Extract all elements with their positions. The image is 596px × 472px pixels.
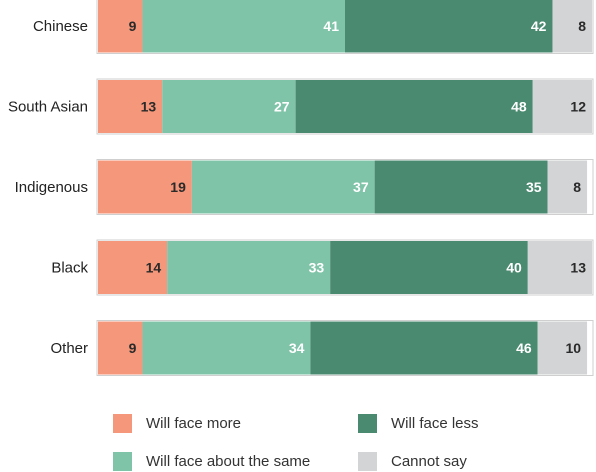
bar-frame-black [96,239,594,296]
bar-will-face-less-other [310,321,538,375]
value-label-cannot-say-black: 13 [570,260,586,276]
bar-will-face-more-black [98,241,168,294]
bar-cannot-say-black [527,241,592,294]
bar-cannot-say-south-asian [532,80,592,133]
value-label-will-face-less-indigenous: 35 [526,179,542,195]
value-label-will-face-more-chinese: 9 [129,18,137,34]
category-label-other: Other [50,340,88,357]
bar-will-face-about-the-same-other [142,321,311,375]
value-label-will-face-about-the-same-south-asian: 27 [274,99,290,115]
bar-will-face-more-other [98,321,143,375]
bar-will-face-about-the-same-indigenous [191,160,375,214]
bar-frame-other [96,320,594,376]
value-label-will-face-more-south-asian: 13 [141,99,157,115]
value-label-will-face-about-the-same-indigenous: 37 [353,179,369,195]
bar-will-face-more-chinese [98,0,143,53]
bar-will-face-about-the-same-south-asian [162,80,296,133]
bar-frame-chinese [96,0,594,54]
category-label-chinese: Chinese [33,18,88,35]
bar-will-face-about-the-same-chinese [142,0,345,53]
value-label-will-face-less-black: 40 [506,260,522,276]
value-label-will-face-less-other: 46 [516,340,532,356]
value-label-will-face-about-the-same-other: 34 [289,340,305,356]
value-label-will-face-more-other: 9 [129,340,137,356]
bar-will-face-less-indigenous [374,160,548,214]
category-label-indigenous: Indigenous [15,179,88,196]
bar-cannot-say-chinese [552,0,592,53]
value-label-cannot-say-chinese: 8 [578,18,586,34]
value-label-will-face-less-chinese: 42 [531,18,547,34]
bar-will-face-less-south-asian [295,80,533,133]
bar-cannot-say-indigenous [547,160,588,214]
value-label-will-face-more-black: 14 [146,260,162,276]
value-label-cannot-say-south-asian: 12 [570,99,586,115]
value-label-cannot-say-other: 10 [565,340,581,356]
bar-frame-south-asian [96,78,594,135]
value-label-cannot-say-indigenous: 8 [573,179,581,195]
value-label-will-face-more-indigenous: 19 [170,179,186,195]
bar-will-face-more-south-asian [98,80,163,133]
bar-will-face-more-indigenous [98,160,192,214]
value-label-will-face-about-the-same-black: 33 [309,260,325,276]
category-label-black: Black [51,260,88,277]
category-label-south-asian: South Asian [8,99,88,116]
bar-frame-indigenous [96,159,594,215]
bar-cannot-say-other [537,321,588,375]
bar-will-face-less-chinese [345,0,553,53]
bar-will-face-less-black [330,241,528,294]
bar-will-face-about-the-same-black [167,241,331,294]
value-label-will-face-less-south-asian: 48 [511,99,527,115]
value-label-will-face-about-the-same-chinese: 41 [323,18,339,34]
